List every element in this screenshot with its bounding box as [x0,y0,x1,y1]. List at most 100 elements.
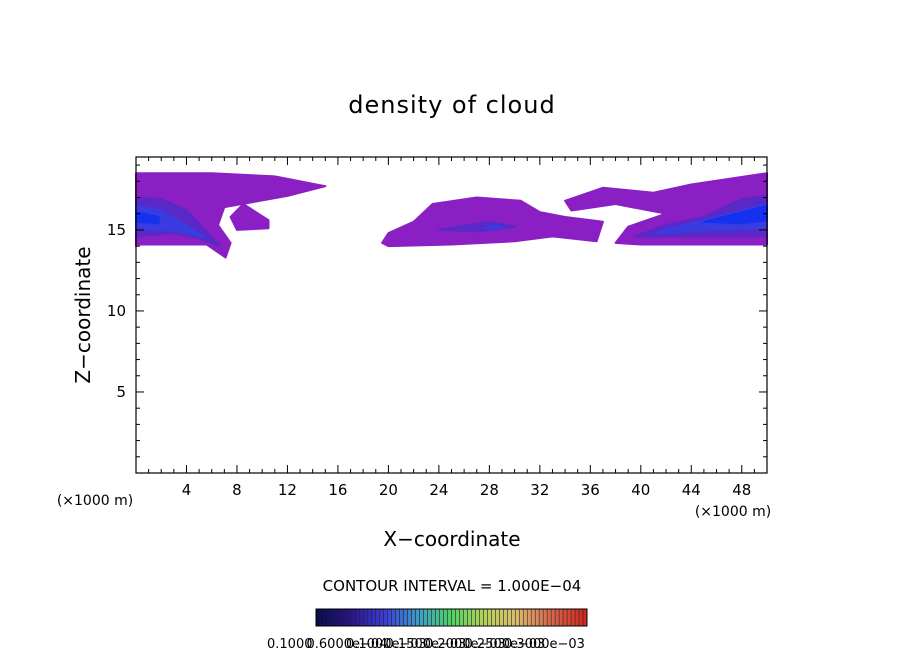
colorbar-swatch [471,609,476,626]
colorbar-swatch [335,609,341,626]
colorbar-swatch [355,609,361,626]
colorbar-swatch [475,609,480,626]
colorbar [315,608,588,627]
colorbar-swatch [316,609,321,626]
colorbar-swatch [523,609,528,626]
x-tick-label: 12 [278,481,297,499]
colorbar-swatch [443,609,448,626]
colorbar-swatch [375,609,380,626]
colorbar-swatch [351,609,357,626]
x-tick-label: 32 [530,481,549,499]
colorbar-swatch [583,609,588,626]
x-tick-label: 24 [429,481,448,499]
colorbar-swatch [511,609,516,626]
colorbar-swatch [447,609,452,626]
colorbar-swatch [347,609,353,626]
colorbar-swatch [423,609,428,626]
colorbar-swatch [571,609,576,626]
x-tick-label: 36 [581,481,600,499]
y-tick-label: 15 [107,221,126,239]
colorbar-swatch [487,609,492,626]
colorbar-swatch [495,609,500,626]
y-axis-label: Z−coordinate [71,246,95,383]
colorbar-swatch [535,609,540,626]
colorbar-swatch [411,609,416,626]
colorbar-label: 0.2000e−03 [425,637,506,652]
colorbar-swatch [431,609,436,626]
x-tick-label: 44 [682,481,701,499]
colorbar-swatch [483,609,488,626]
colorbar-swatch [367,609,372,626]
colorbar-swatch [551,609,556,626]
colorbar-swatch [439,609,444,626]
x-tick-label: 4 [182,481,192,499]
colorbar-swatch [339,609,345,626]
colorbar-swatch [419,609,424,626]
colorbar-swatch [575,609,580,626]
colorbar-swatch [579,609,584,626]
colorbar-swatch [387,609,392,626]
colorbar-swatch [383,609,388,626]
left-cloud-streak-outer-contour [229,203,270,231]
colorbar-swatch [343,609,349,626]
colorbar-swatch [503,609,508,626]
colorbar-swatch [547,609,552,626]
x-tick-label: 8 [232,481,242,499]
colorbar-swatch [567,609,572,626]
colorbar-swatch [403,609,408,626]
colorbar-swatch [371,609,376,626]
colorbar-swatch [539,609,544,626]
colorbar-swatch [327,609,333,626]
colorbar-label: 0.3000e−03 [504,637,585,652]
colorbar-swatch [563,609,568,626]
colorbar-swatch [559,609,564,626]
colorbar-swatch [527,609,532,626]
chart-title: density of cloud [348,91,555,119]
contour-interval-label: CONTOUR INTERVAL = 1.000E−04 [323,577,582,595]
x-unit-right: (×1000 m) [695,504,771,520]
colorbar-frame [315,608,588,627]
colorbar-swatch [379,609,384,626]
colorbar-swatch [455,609,460,626]
x-tick-label: 16 [328,481,347,499]
y-tick-label: 5 [116,383,126,401]
colorbar-swatch [555,609,560,626]
colorbar-swatch [515,609,520,626]
colorbar-swatch [323,609,329,626]
colorbar-labels: 0.10000.6000e−040.1000e−030.1500e−030.20… [267,637,585,652]
colorbar-swatch [467,609,472,626]
colorbar-label: 0.2500e−03 [465,637,546,652]
colorbar-swatch [407,609,412,626]
x-tick-label: 40 [631,481,650,499]
colorbar-label: 0.6000e−04 [307,637,388,652]
colorbar-swatch [543,609,548,626]
colorbar-swatch [395,609,400,626]
x-tick-label: 28 [480,481,499,499]
cloud-contours [135,172,768,259]
x-tick-label: 20 [379,481,398,499]
y-tick-label: 10 [107,302,126,320]
axis-ticks [136,157,767,473]
colorbar-swatch [531,609,536,626]
colorbar-swatch [491,609,496,626]
colorbar-swatch [427,609,432,626]
colorbar-swatch [399,609,404,626]
colorbar-label: 0.1000 [267,637,313,652]
colorbar-swatch [479,609,484,626]
colorbar-swatch [319,609,325,626]
colorbar-swatch [415,609,420,626]
colorbar-swatch [519,609,524,626]
colorbar-swatch [391,609,396,626]
x-axis-label: X−coordinate [383,527,520,551]
left-edge-cloud-outer-contour [135,172,327,259]
colorbar-swatch [507,609,512,626]
colorbar-swatch [363,609,369,626]
x-unit-left: (×1000 m) [57,493,133,509]
colorbar-swatch [459,609,464,626]
colorbar-swatch [359,609,365,626]
colorbar-label: 0.1000e−03 [346,637,427,652]
colorbar-label: 0.1500e−03 [386,637,467,652]
colorbar-swatch [499,609,504,626]
